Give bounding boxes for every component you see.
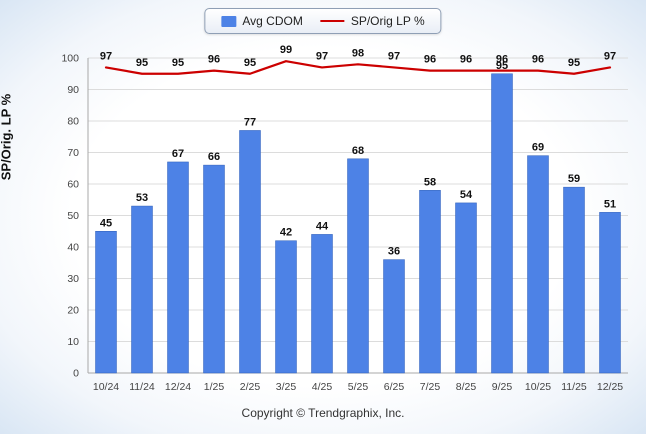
svg-text:97: 97	[100, 50, 112, 62]
svg-text:12/25: 12/25	[597, 381, 623, 393]
svg-text:60: 60	[67, 179, 79, 191]
svg-text:96: 96	[424, 54, 436, 66]
svg-text:11/25: 11/25	[561, 381, 587, 393]
svg-text:40: 40	[67, 242, 79, 254]
legend-item-avg-cdom: Avg CDOM	[221, 14, 303, 28]
svg-text:2/25: 2/25	[240, 381, 261, 393]
svg-text:10/24: 10/24	[93, 381, 119, 393]
svg-text:9/25: 9/25	[492, 381, 513, 393]
svg-text:0: 0	[73, 368, 79, 380]
svg-text:95: 95	[496, 60, 508, 72]
svg-text:10/25: 10/25	[525, 381, 551, 393]
svg-text:50: 50	[67, 210, 79, 222]
svg-text:96: 96	[460, 54, 472, 66]
legend-label-avg-cdom: Avg CDOM	[242, 14, 303, 28]
svg-text:1/25: 1/25	[204, 381, 225, 393]
svg-text:44: 44	[316, 220, 329, 232]
svg-text:97: 97	[604, 50, 616, 62]
svg-text:97: 97	[388, 50, 400, 62]
svg-text:95: 95	[136, 57, 148, 69]
svg-text:6/25: 6/25	[384, 381, 405, 393]
svg-text:36: 36	[388, 246, 400, 258]
svg-text:95: 95	[172, 57, 184, 69]
svg-text:96: 96	[532, 54, 544, 66]
svg-text:97: 97	[316, 50, 328, 62]
line-swatch-icon	[320, 20, 345, 22]
legend-item-sp-orig-lp: SP/Orig LP %	[320, 14, 425, 28]
svg-text:66: 66	[208, 151, 220, 163]
svg-text:96: 96	[496, 54, 508, 66]
svg-text:68: 68	[352, 145, 364, 157]
svg-text:59: 59	[568, 173, 580, 185]
y-tick-labels: 0 10 20 30 40 50 60 70 80 90 100	[61, 53, 79, 380]
svg-text:98: 98	[352, 47, 364, 59]
svg-text:42: 42	[280, 227, 292, 239]
svg-text:20: 20	[67, 305, 79, 317]
copyright-text: Copyright © Trendgraphix, Inc.	[241, 406, 405, 420]
svg-text:12/24: 12/24	[165, 381, 191, 393]
svg-text:95: 95	[244, 57, 256, 69]
svg-text:11/24: 11/24	[129, 381, 155, 393]
svg-text:53: 53	[136, 192, 148, 204]
svg-text:3/25: 3/25	[276, 381, 297, 393]
svg-text:96: 96	[208, 54, 220, 66]
svg-text:67: 67	[172, 148, 184, 160]
svg-text:95: 95	[568, 57, 580, 69]
x-tick-labels: 10/24 11/24 12/24 1/25 2/25 3/25 4/25 5/25 6/25 7…	[93, 381, 623, 393]
bar-swatch-icon	[221, 15, 237, 27]
svg-text:4/25: 4/25	[312, 381, 333, 393]
svg-text:100: 100	[61, 53, 79, 65]
svg-text:77: 77	[244, 116, 256, 128]
svg-text:7/25: 7/25	[420, 381, 441, 393]
svg-text:54: 54	[460, 189, 473, 201]
bars	[95, 73, 621, 374]
svg-text:90: 90	[67, 84, 79, 96]
y-axis-title: SP/Orig. LP %	[0, 93, 14, 181]
svg-text:8/25: 8/25	[456, 381, 477, 393]
svg-text:51: 51	[604, 198, 616, 210]
svg-text:99: 99	[280, 44, 292, 56]
svg-text:80: 80	[67, 116, 79, 128]
svg-text:70: 70	[67, 147, 79, 159]
svg-text:30: 30	[67, 273, 79, 285]
svg-text:10: 10	[67, 336, 79, 348]
svg-text:45: 45	[100, 217, 112, 229]
svg-text:69: 69	[532, 142, 544, 154]
bar-labels: 45 53 67 66 77 42 44 68 36 58 54 95 69 59 51	[100, 60, 616, 258]
sp-orig-lp-line	[104, 60, 612, 75]
svg-text:58: 58	[424, 176, 436, 188]
chart-legend: Avg CDOM SP/Orig LP %	[204, 8, 442, 34]
svg-text:5/25: 5/25	[348, 381, 369, 393]
legend-label-sp-orig-lp: SP/Orig LP %	[350, 14, 425, 28]
